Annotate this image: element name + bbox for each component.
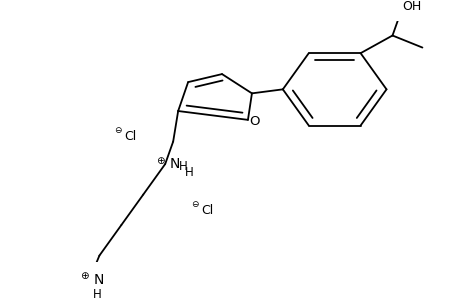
Text: H: H — [185, 167, 193, 179]
Text: N: N — [169, 157, 179, 171]
Text: Cl: Cl — [201, 204, 213, 217]
Text: OH: OH — [402, 0, 421, 13]
Text: ⊕: ⊕ — [156, 156, 164, 166]
Text: H: H — [93, 288, 101, 300]
Text: H: H — [179, 160, 187, 173]
Text: ⊖: ⊖ — [114, 126, 122, 135]
Text: ⊖: ⊖ — [191, 200, 198, 209]
Text: O: O — [249, 115, 260, 128]
Text: ⊕: ⊕ — [80, 272, 89, 281]
Text: N: N — [93, 273, 104, 287]
Text: Cl: Cl — [124, 130, 136, 143]
